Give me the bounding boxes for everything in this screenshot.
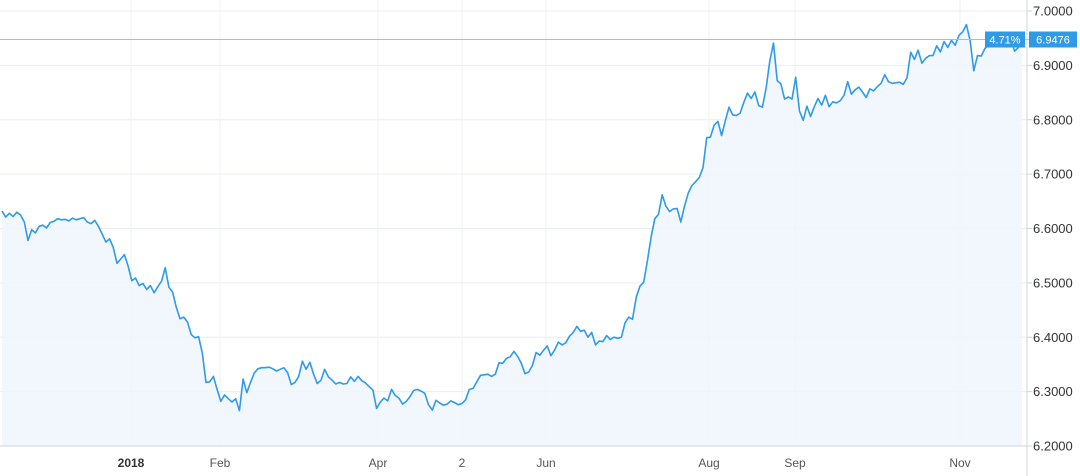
x-tick-label: Sep xyxy=(784,456,806,470)
y-tick-label: 6.3000 xyxy=(1033,384,1073,399)
series-line xyxy=(1,23,1023,412)
x-tick-label: 2 xyxy=(459,456,466,470)
x-tick-label: 2018 xyxy=(118,456,145,470)
y-tick-label: 7.0000 xyxy=(1033,4,1073,19)
x-axis: 2018 Feb Apr 2 Jun Aug Sep Nov xyxy=(0,445,1027,470)
y-axis: 6.2000 6.3000 6.4000 6.5000 6.6000 6.7000 6.80… xyxy=(1026,0,1073,476)
value-badges: 4.71% 6.9476 xyxy=(985,31,1077,48)
change-badge xyxy=(985,31,1025,48)
x-tick-label: Nov xyxy=(949,456,970,470)
y-tick-label: 6.4000 xyxy=(1033,330,1073,345)
series-area xyxy=(2,24,1022,446)
y-tick-label: 6.5000 xyxy=(1033,275,1073,290)
change-badge-label: 4.71% xyxy=(989,34,1020,46)
y-tick-label: 6.9000 xyxy=(1033,58,1073,73)
last-value-badge-label: 6.9476 xyxy=(1036,34,1070,46)
y-tick-label: 6.8000 xyxy=(1033,112,1073,127)
y-tick-label: 6.6000 xyxy=(1033,221,1073,236)
last-value-badge xyxy=(1029,31,1077,48)
x-tick-label: Feb xyxy=(210,456,231,470)
x-tick-label: Aug xyxy=(698,456,719,470)
y-tick-label: 6.7000 xyxy=(1033,167,1073,182)
x-tick-label: Jun xyxy=(536,456,555,470)
x-tick-label: Apr xyxy=(369,456,388,470)
y-tick-label: 6.2000 xyxy=(1033,439,1073,454)
